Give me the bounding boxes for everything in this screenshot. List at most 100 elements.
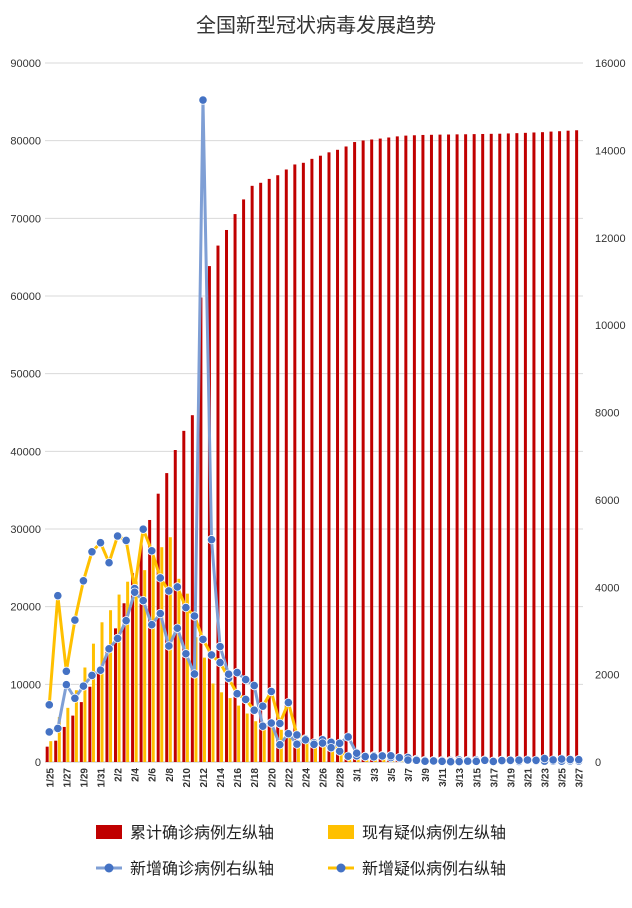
bar-cumulative-confirmed — [267, 178, 271, 762]
data-point-new-confirmed — [61, 680, 71, 690]
data-point-new-suspected — [275, 718, 285, 729]
data-point-new-suspected — [181, 602, 191, 613]
legend-label: 新增疑似病例右纵轴 — [362, 859, 506, 878]
data-point-new-confirmed — [78, 681, 89, 691]
x-axis-tick-label: 1/31 — [97, 768, 108, 788]
bar-cumulative-confirmed — [327, 152, 331, 762]
x-axis-tick-label: 3/19 — [506, 768, 517, 788]
data-point-new-confirmed — [565, 754, 575, 765]
legend-swatch-1 — [328, 825, 354, 839]
data-point-new-confirmed — [130, 587, 140, 597]
bar-cumulative-confirmed — [79, 702, 83, 762]
left-axis-tick-label: 90000 — [10, 58, 41, 70]
bar-cumulative-confirmed — [566, 130, 570, 762]
data-point-new-suspected — [155, 573, 165, 583]
data-point-new-confirmed — [531, 755, 541, 765]
bar-cumulative-confirmed — [549, 131, 553, 762]
x-axis-tick-label: 1/29 — [79, 768, 90, 788]
data-point-new-suspected — [78, 576, 89, 586]
data-point-new-confirmed — [189, 669, 200, 679]
data-point-new-suspected — [215, 657, 225, 668]
bar-cumulative-confirmed — [225, 229, 229, 762]
legend-label: 新增确诊病例右纵轴 — [130, 859, 274, 878]
data-point-new-suspected — [343, 751, 353, 761]
data-point-new-confirmed — [181, 649, 191, 659]
data-point-new-confirmed — [317, 738, 328, 748]
left-axis-tick-label: 30000 — [10, 524, 41, 536]
data-point-new-confirmed — [360, 751, 370, 762]
data-point-new-confirmed — [437, 756, 447, 766]
right-axis-tick-label: 0 — [595, 757, 601, 769]
bar-cumulative-confirmed — [532, 132, 536, 763]
bar-current-suspected — [322, 744, 326, 762]
data-point-new-confirmed — [155, 608, 165, 619]
data-point-new-confirmed — [539, 753, 550, 764]
data-point-new-confirmed — [557, 754, 567, 764]
data-point-new-confirmed — [198, 95, 208, 105]
x-axis-tick-label: 2/24 — [301, 768, 312, 788]
bar-cumulative-confirmed — [361, 140, 365, 763]
x-axis-tick-label: 3/27 — [575, 768, 586, 788]
bar-cumulative-confirmed — [62, 726, 66, 762]
bar-cumulative-confirmed — [284, 169, 288, 763]
bar-current-suspected — [314, 743, 317, 762]
data-point-new-confirmed — [548, 755, 558, 765]
data-point-new-confirmed — [147, 620, 157, 630]
data-point-new-suspected — [164, 586, 174, 596]
bar-cumulative-confirmed — [344, 146, 348, 763]
bar-current-suspected — [339, 750, 343, 762]
x-axis-tick-label: 3/13 — [455, 768, 466, 788]
data-point-new-confirmed — [446, 757, 456, 767]
data-point-new-confirmed — [411, 755, 422, 765]
data-point-new-suspected — [189, 611, 200, 621]
bar-cumulative-confirmed — [378, 138, 382, 762]
bar-cumulative-confirmed — [139, 544, 143, 762]
legend-swatch-0 — [96, 825, 122, 839]
data-point-new-confirmed — [309, 739, 319, 749]
right-axis-tick-label: 6000 — [595, 495, 619, 507]
x-axis-tick-label: 1/25 — [45, 768, 56, 788]
x-axis-tick-label: 3/21 — [523, 768, 534, 788]
left-axis-tick-label: 70000 — [10, 213, 41, 225]
x-axis-tick-label: 2/12 — [199, 768, 210, 788]
left-axis-tick-label: 50000 — [10, 369, 41, 381]
x-axis-tick-label: 3/17 — [489, 768, 500, 788]
data-point-new-confirmed — [335, 738, 345, 748]
data-point-new-confirmed — [377, 751, 387, 761]
bar-current-suspected — [143, 570, 147, 762]
data-point-new-confirmed — [471, 756, 481, 766]
data-point-new-confirmed — [283, 729, 293, 739]
bar-cumulative-confirmed — [370, 139, 374, 762]
bar-current-suspected — [220, 692, 224, 762]
bar-current-suspected — [49, 741, 53, 762]
data-point-new-confirmed — [497, 755, 507, 766]
left-axis-tick-label: 80000 — [10, 136, 41, 148]
data-point-new-suspected — [121, 535, 131, 546]
data-point-new-suspected — [198, 634, 208, 644]
bar-current-suspected — [202, 657, 206, 762]
x-axis-tick-label: 3/5 — [387, 768, 398, 782]
data-point-new-confirmed — [352, 748, 362, 758]
bar-current-suspected — [177, 578, 181, 762]
data-point-new-suspected — [258, 701, 268, 711]
bar-current-suspected — [305, 742, 309, 762]
bar-cumulative-confirmed — [131, 573, 135, 762]
bar-cumulative-confirmed — [71, 715, 75, 762]
right-axis-tick-label: 12000 — [595, 233, 626, 245]
data-point-new-suspected — [138, 524, 148, 534]
bar-current-suspected — [74, 690, 78, 762]
bar-cumulative-confirmed — [429, 134, 433, 762]
data-point-new-suspected — [249, 705, 259, 715]
data-point-new-confirmed — [403, 755, 413, 765]
bar-cumulative-confirmed — [558, 131, 562, 763]
x-axis-tick-label: 2/4 — [131, 768, 142, 782]
bar-cumulative-confirmed — [481, 133, 485, 763]
data-point-new-confirmed — [241, 675, 251, 685]
bar-current-suspected — [262, 723, 266, 762]
data-point-new-confirmed — [112, 633, 123, 644]
data-point-new-confirmed — [266, 718, 276, 728]
bar-current-suspected — [160, 547, 164, 762]
x-axis-tick-label: 2/10 — [182, 768, 193, 788]
bar-cumulative-confirmed — [122, 603, 126, 762]
data-point-new-confirmed — [420, 756, 430, 766]
